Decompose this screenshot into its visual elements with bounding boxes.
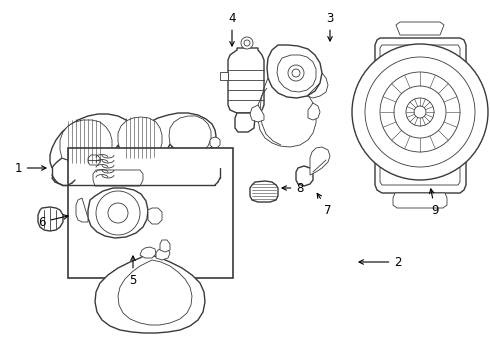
Polygon shape: [76, 198, 88, 222]
Polygon shape: [308, 103, 320, 120]
Polygon shape: [169, 116, 211, 154]
Text: 1: 1: [14, 162, 46, 175]
Polygon shape: [160, 240, 170, 252]
Polygon shape: [235, 113, 255, 132]
Text: 4: 4: [228, 12, 236, 46]
Polygon shape: [156, 248, 170, 260]
Bar: [95, 148, 115, 160]
Text: 5: 5: [129, 256, 137, 287]
Circle shape: [394, 86, 446, 138]
Circle shape: [406, 98, 434, 126]
Polygon shape: [393, 193, 447, 208]
Polygon shape: [310, 147, 330, 175]
Circle shape: [380, 72, 460, 152]
Polygon shape: [375, 38, 466, 193]
Polygon shape: [93, 170, 143, 186]
Polygon shape: [228, 48, 264, 113]
Polygon shape: [50, 113, 216, 168]
Polygon shape: [118, 260, 192, 325]
Polygon shape: [267, 45, 322, 98]
Polygon shape: [140, 247, 156, 258]
Circle shape: [96, 191, 140, 235]
Polygon shape: [60, 120, 112, 162]
Polygon shape: [396, 22, 444, 35]
Text: 9: 9: [429, 189, 439, 216]
Polygon shape: [88, 155, 100, 165]
Circle shape: [352, 44, 488, 180]
Circle shape: [108, 203, 128, 223]
Polygon shape: [380, 45, 460, 185]
Bar: [68, 148, 233, 278]
Polygon shape: [118, 117, 162, 159]
Polygon shape: [95, 255, 205, 333]
Polygon shape: [250, 181, 278, 202]
Polygon shape: [296, 166, 313, 186]
Text: 7: 7: [317, 193, 332, 216]
Text: 6: 6: [38, 215, 68, 229]
Circle shape: [414, 106, 426, 118]
Polygon shape: [250, 105, 264, 122]
Circle shape: [288, 65, 304, 81]
Circle shape: [365, 57, 475, 167]
Circle shape: [241, 37, 253, 49]
Polygon shape: [88, 188, 148, 238]
Text: 2: 2: [359, 256, 402, 269]
Text: 3: 3: [326, 12, 334, 41]
Polygon shape: [148, 208, 162, 224]
Polygon shape: [210, 137, 220, 148]
Text: 8: 8: [282, 181, 304, 194]
Polygon shape: [277, 55, 316, 92]
Polygon shape: [38, 207, 63, 231]
Polygon shape: [220, 72, 228, 80]
